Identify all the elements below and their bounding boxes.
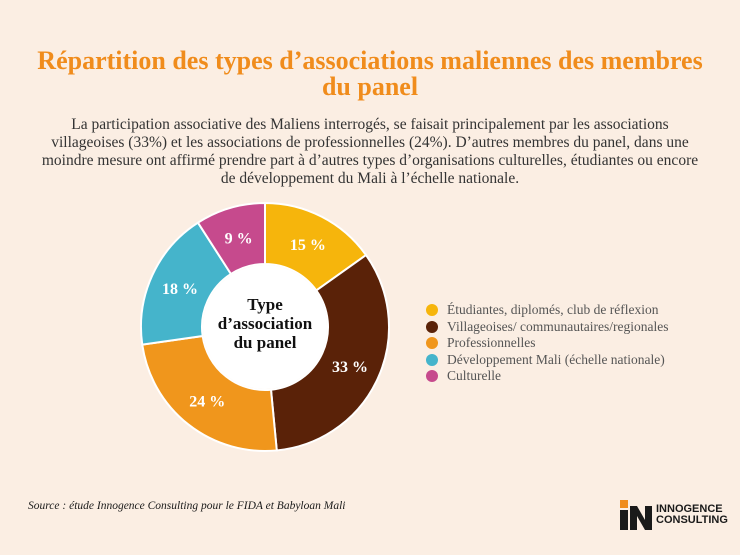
legend-swatch: [426, 304, 438, 316]
slice-data-label: 33 %: [332, 359, 368, 376]
legend-swatch: [426, 320, 438, 333]
legend-label: Étudiantes, diplomés, club de réflexion: [447, 302, 659, 317]
donut-slice: [269, 253, 390, 452]
intro-paragraph: La participation associative des Maliens…: [41, 116, 699, 187]
innogence-logo-icon: [620, 500, 652, 530]
legend-item: Étudiantes, diplomés, club de réflexion: [426, 302, 669, 318]
slice-data-label: 15 %: [290, 237, 326, 254]
legend-item: Développement Mali (échelle nationale): [426, 352, 669, 368]
logo-line-1: INNOGENCE: [656, 502, 723, 515]
slice-data-label: 18 %: [162, 281, 198, 298]
legend-swatch: [426, 337, 438, 349]
legend-label: Développement Mali (échelle nationale): [447, 351, 665, 367]
legend-swatch: [426, 370, 438, 382]
innogence-logo: INNOGENCE CONSULTING: [620, 500, 728, 530]
donut-hole: [203, 265, 327, 389]
center-label-line: Type: [247, 295, 283, 314]
legend-swatch: [426, 353, 438, 366]
legend-label: Professionnelles: [447, 335, 536, 350]
donut-slice: [140, 221, 233, 346]
donut-slice: [141, 334, 278, 452]
logo-line-2: CONSULTING: [656, 514, 728, 526]
legend-item: Professionnelles: [426, 335, 669, 351]
center-label-line: du panel: [234, 333, 297, 352]
legend-label: Culturelle: [447, 368, 501, 383]
slice-data-label: 24 %: [189, 393, 225, 410]
source-note: Source : étude Innogence Consulting pour…: [28, 500, 346, 512]
legend-item: Culturelle: [426, 368, 669, 384]
legend-label: Villageoises/ communautaires/regionales: [447, 318, 669, 334]
chart-title: Répartition des types d’associations mal…: [37, 46, 703, 101]
chart-legend: Étudiantes, diplomés, club de réflexion V…: [426, 302, 669, 385]
center-label-line: d’association: [218, 314, 313, 333]
donut-slice: [196, 201, 266, 276]
legend-item: Villageoises/ communautaires/regionales: [426, 319, 669, 335]
slice-data-label: 9 %: [225, 230, 253, 247]
